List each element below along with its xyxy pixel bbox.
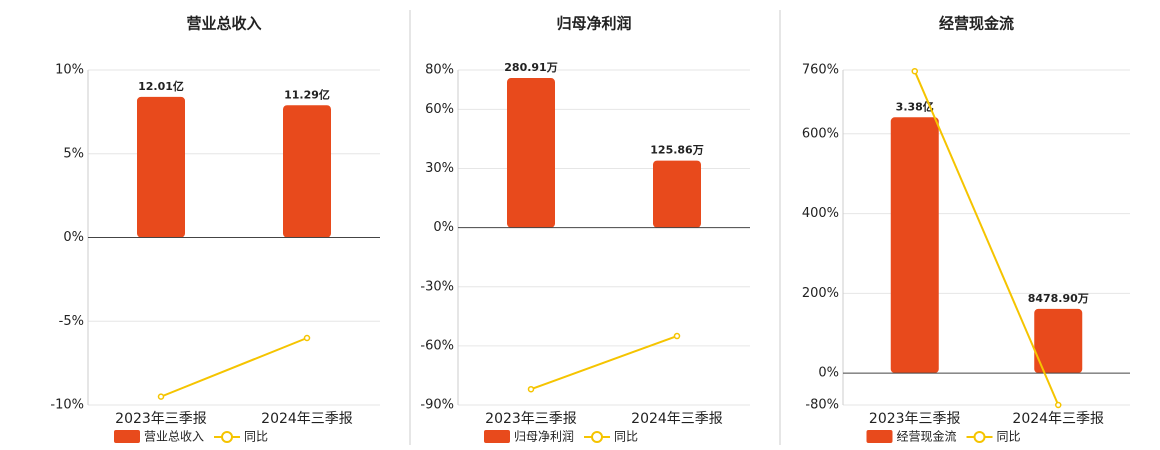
y-tick-label: -60% xyxy=(420,338,454,353)
y-tick-label: -30% xyxy=(420,279,454,294)
x-tick-label: 2023年三季报 xyxy=(485,411,577,427)
y-tick-label: 0% xyxy=(433,220,454,235)
line-point xyxy=(157,393,165,400)
y-tick-label: 200% xyxy=(802,286,839,301)
legend-swatch xyxy=(114,430,140,443)
chart-title: 营业总收入 xyxy=(186,15,261,33)
y-tick-label: 600% xyxy=(802,126,839,141)
data-label: 11.29亿 xyxy=(284,87,330,101)
line xyxy=(530,335,678,391)
x-tick-label: 2024年三季报 xyxy=(631,411,723,427)
x-tick-label: 2024年三季报 xyxy=(1012,411,1104,427)
legend-swatch xyxy=(866,430,893,443)
y-tick-label: -10% xyxy=(50,398,84,413)
legend-label: 营业总收入 xyxy=(144,430,204,444)
data-label: 125.86万 xyxy=(650,144,703,157)
y-tick-label: 0% xyxy=(63,230,84,245)
y-tick-label: 30% xyxy=(425,161,454,176)
legend-label: 归母净利润 xyxy=(514,430,574,444)
line-point xyxy=(1055,401,1062,409)
y-tick-label: 10% xyxy=(55,63,84,78)
legend-swatch xyxy=(973,431,986,443)
legend-swatch xyxy=(484,430,510,443)
legend-label: 同比 xyxy=(614,430,638,444)
legend-label: 同比 xyxy=(244,430,268,444)
data-label: 8478.90万 xyxy=(1028,292,1089,305)
y-tick-label: 400% xyxy=(802,206,839,221)
line xyxy=(160,337,308,398)
data-label: 280.91万 xyxy=(504,61,557,74)
bar xyxy=(507,78,555,228)
x-tick-label: 2023年三季报 xyxy=(115,411,207,427)
y-tick-label: -90% xyxy=(420,398,454,413)
y-tick-label: 0% xyxy=(818,366,839,381)
bar xyxy=(283,105,331,238)
chart-title: 归母净利润 xyxy=(556,15,631,33)
legend-label: 经营现金流 xyxy=(897,429,957,444)
line-point xyxy=(527,385,535,393)
data-label: 12.01亿 xyxy=(138,79,184,93)
line-point xyxy=(303,334,311,342)
bar xyxy=(653,160,701,228)
legend-swatch xyxy=(591,431,604,443)
legend-swatch xyxy=(221,431,234,443)
line-point xyxy=(911,67,918,75)
bar xyxy=(137,96,185,238)
y-tick-label: 60% xyxy=(425,102,454,117)
line-point xyxy=(673,332,681,340)
y-tick-label: -5% xyxy=(59,314,84,329)
y-tick-label: -80% xyxy=(805,398,839,413)
bar xyxy=(890,117,939,374)
bar xyxy=(1034,308,1083,374)
data-label: 3.38亿 xyxy=(896,99,934,113)
chart-title: 经营现金流 xyxy=(939,15,1014,33)
y-tick-label: 5% xyxy=(63,146,84,161)
y-tick-label: 80% xyxy=(425,63,454,78)
y-tick-label: 760% xyxy=(802,63,839,78)
line xyxy=(913,70,1060,406)
x-tick-label: 2023年三季报 xyxy=(869,411,961,427)
legend-label: 同比 xyxy=(997,430,1021,444)
x-tick-label: 2024年三季报 xyxy=(261,411,353,427)
